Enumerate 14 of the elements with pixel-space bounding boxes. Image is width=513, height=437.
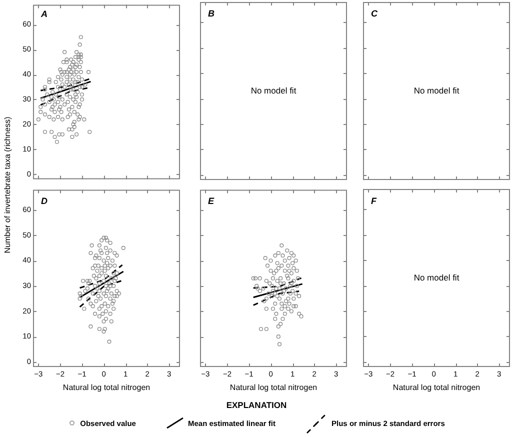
- y-axis-title: Number of invertebrate taxa (richness): [3, 116, 13, 253]
- text: C: [371, 8, 378, 18]
- text: No model fit: [250, 85, 297, 96]
- text: E: [208, 196, 214, 206]
- legend-title: EXPLANATION: [225, 400, 288, 410]
- x-axis-title: Natural log total nitrogen: [230, 383, 318, 392]
- text: No model fit: [414, 85, 460, 96]
- text: B: [208, 8, 215, 18]
- chart-title: A: [41, 9, 48, 19]
- text: F: [371, 196, 376, 206]
- x-axis-title: Natural log total nitrogen: [392, 383, 480, 392]
- x-axis-title: Natural log total nitrogen: [62, 383, 150, 392]
- annotation: No model fit: [414, 272, 460, 282]
- text: D: [41, 196, 48, 206]
